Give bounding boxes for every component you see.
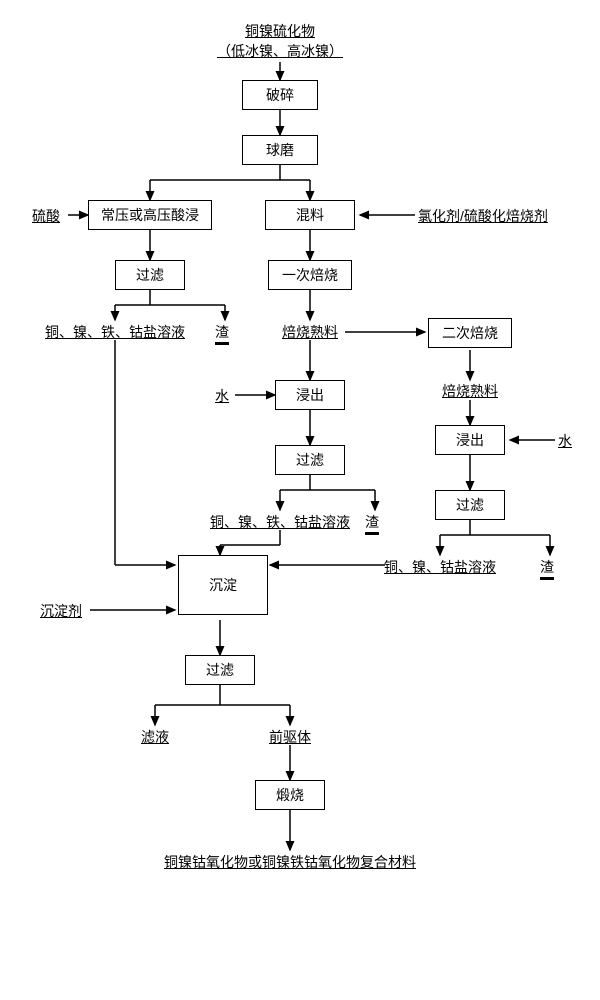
label-water1: 水 (215, 387, 229, 405)
node-acid-leach: 常压或高压酸浸 (88, 200, 212, 230)
node-roast1: 一次焙烧 (268, 260, 352, 290)
label-precursor: 前驱体 (269, 728, 311, 746)
node-crush: 破碎 (242, 80, 318, 110)
label-final: 铜镍钴氧化物或铜镍铁钴氧化物复合材料 (164, 853, 416, 871)
node-filter2: 过滤 (275, 445, 345, 475)
label-precipitant: 沉淀剂 (40, 602, 82, 620)
node-calcine: 煅烧 (255, 780, 325, 810)
label-slag3: 渣 (540, 558, 554, 578)
label-slag2: 渣 (365, 513, 379, 533)
label-slag1: 渣 (215, 323, 229, 343)
flowchart-root: 铜镍硫化物 （低冰镍、高冰镍） 破碎 球磨 常压或高压酸浸 混料 过滤 一次焙烧… (20, 20, 580, 980)
node-leachout2: 浸出 (435, 425, 505, 455)
title-line2: （低冰镍、高冰镍） (217, 42, 343, 60)
label-sol2: 铜、镍、铁、钴盐溶液 (210, 513, 350, 531)
node-precip: 沉淀 (178, 555, 268, 615)
label-sol1: 铜、镍、铁、钴盐溶液 (45, 323, 185, 341)
title-line1: 铜镍硫化物 (245, 22, 315, 40)
label-clinker1: 焙烧熟料 (282, 323, 338, 341)
node-filter1: 过滤 (115, 260, 185, 290)
node-filter4: 过滤 (185, 655, 255, 685)
label-water2: 水 (558, 432, 572, 450)
node-ballmill: 球磨 (242, 135, 318, 165)
node-filter3: 过滤 (435, 490, 505, 520)
label-clinker2: 焙烧熟料 (442, 382, 498, 400)
label-sol3: 铜、镍、钴盐溶液 (384, 558, 496, 576)
node-mix: 混料 (265, 200, 355, 230)
label-filtrate: 滤液 (141, 728, 169, 746)
label-agent: 氯化剂/硫酸化焙烧剂 (418, 207, 548, 225)
node-roast2: 二次焙烧 (428, 318, 512, 348)
label-h2so4: 硫酸 (32, 207, 60, 225)
node-leachout1: 浸出 (275, 380, 345, 410)
